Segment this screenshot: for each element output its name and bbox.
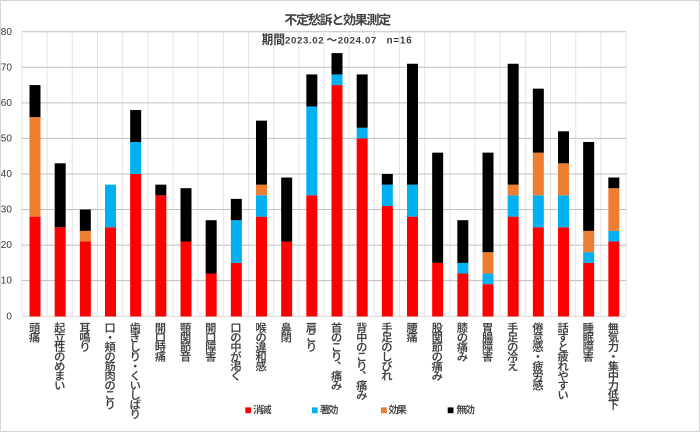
svg-text:20: 20 — [1, 240, 13, 251]
svg-text:80: 80 — [1, 27, 13, 38]
svg-text:60: 60 — [1, 98, 13, 109]
svg-text:2024.07: 2024.07 — [338, 35, 377, 46]
svg-text:0: 0 — [6, 311, 12, 322]
svg-text:2023.02: 2023.02 — [285, 35, 324, 46]
svg-text:40: 40 — [1, 169, 13, 180]
svg-text:30: 30 — [1, 205, 13, 216]
svg-text:70: 70 — [1, 62, 13, 73]
svg-text:n=16: n=16 — [387, 35, 413, 46]
svg-text:10: 10 — [1, 276, 13, 287]
svg-text:50: 50 — [1, 134, 13, 145]
